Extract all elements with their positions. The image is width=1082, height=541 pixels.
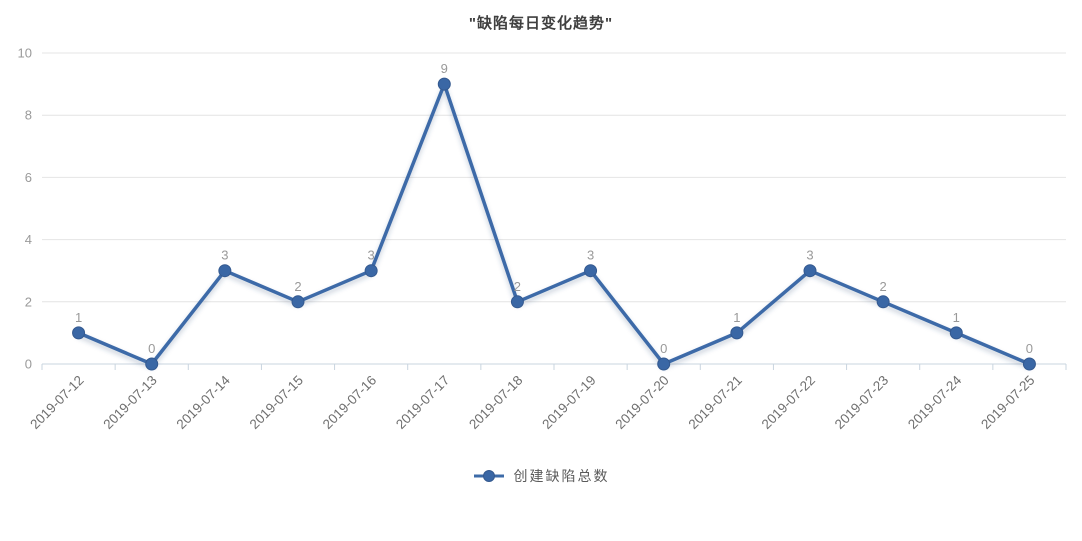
svg-text:2019-07-12: 2019-07-12 (27, 373, 86, 432)
legend-item-created-defects[interactable]: 创建缺陷总数 (0, 466, 1082, 486)
svg-text:2019-07-14: 2019-07-14 (174, 372, 234, 432)
svg-text:2019-07-22: 2019-07-22 (759, 373, 818, 432)
svg-text:0: 0 (148, 341, 155, 356)
svg-text:3: 3 (806, 248, 813, 263)
svg-text:10: 10 (18, 46, 32, 61)
svg-text:3: 3 (221, 248, 228, 263)
legend-line-marker-icon (473, 470, 504, 482)
svg-text:1: 1 (733, 310, 740, 325)
svg-text:0: 0 (1026, 341, 1033, 356)
svg-text:2019-07-21: 2019-07-21 (686, 373, 745, 432)
svg-text:4: 4 (25, 232, 32, 247)
svg-text:2019-07-16: 2019-07-16 (320, 373, 379, 432)
svg-text:2019-07-20: 2019-07-20 (612, 373, 671, 432)
svg-text:2019-07-18: 2019-07-18 (466, 373, 525, 432)
svg-text:3: 3 (587, 248, 594, 263)
chart-title: "缺陷每日变化趋势" (468, 15, 614, 32)
svg-text:2: 2 (25, 294, 32, 309)
svg-text:2019-07-19: 2019-07-19 (539, 373, 598, 432)
svg-text:0: 0 (25, 357, 32, 372)
svg-text:0: 0 (660, 341, 667, 356)
svg-text:2019-07-15: 2019-07-15 (247, 373, 306, 432)
svg-text:2019-07-17: 2019-07-17 (393, 373, 452, 432)
svg-text:3: 3 (368, 248, 375, 263)
svg-text:8: 8 (25, 108, 32, 123)
svg-text:6: 6 (25, 170, 32, 185)
svg-text:2019-07-24: 2019-07-24 (905, 372, 965, 432)
svg-text:2019-07-23: 2019-07-23 (832, 373, 891, 432)
svg-text:2: 2 (294, 279, 301, 294)
legend-label: 创建缺陷总数 (513, 468, 610, 484)
svg-text:2: 2 (880, 279, 887, 294)
svg-text:2019-07-13: 2019-07-13 (100, 373, 159, 432)
svg-text:1: 1 (75, 310, 82, 325)
svg-text:2: 2 (514, 279, 521, 294)
svg-text:2019-07-25: 2019-07-25 (978, 373, 1037, 432)
svg-text:9: 9 (441, 61, 448, 76)
svg-text:1: 1 (953, 310, 960, 325)
